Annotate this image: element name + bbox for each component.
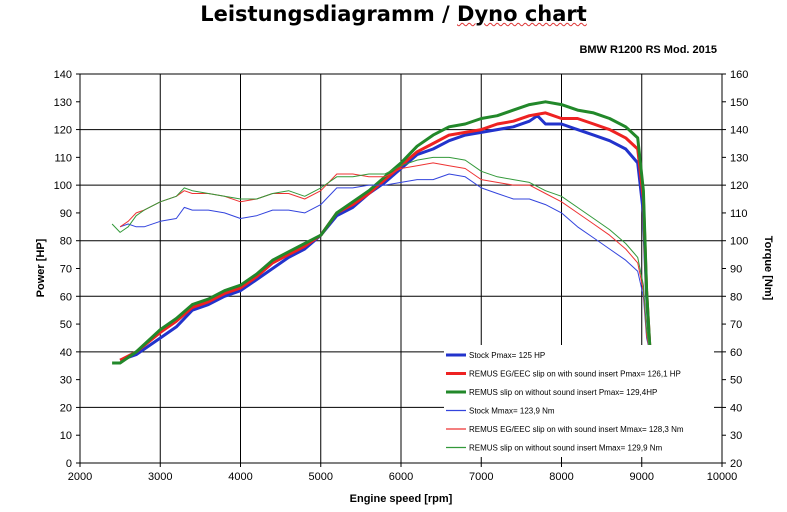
y-left-tick-label: 30 (60, 375, 72, 387)
y-right-tick-label: 140 (730, 125, 748, 137)
y-left-tick-label: 80 (60, 236, 72, 248)
y-axis-left-label: Power [HP] (35, 238, 47, 297)
y-right-tick-label: 60 (730, 347, 742, 359)
x-tick-label: 5000 (309, 471, 333, 483)
y-right-tick-label: 100 (730, 236, 748, 248)
y-right-tick-label: 80 (730, 291, 742, 303)
series-line (119, 162, 651, 352)
title-text: Leistungsdiagramm / (200, 2, 458, 26)
y-left-tick-label: 120 (54, 125, 72, 137)
y-left-tick-label: 100 (54, 180, 72, 192)
y-left-tick-label: 140 (54, 69, 72, 81)
x-tick-label: 3000 (148, 471, 172, 483)
series-line (119, 111, 652, 362)
series-line (111, 156, 651, 352)
y-left-tick-label: 130 (54, 97, 72, 109)
series-line (119, 114, 652, 362)
y-left-tick-label: 40 (60, 347, 72, 359)
y-right-tick-label: 20 (730, 458, 742, 470)
legend-label: REMUS EG/EEC slip on with sound insert P… (469, 370, 681, 379)
y-left-tick-label: 10 (60, 430, 72, 442)
series-line (112, 100, 652, 365)
legend-label: REMUS slip on without sound insert Mmax=… (469, 444, 663, 453)
y-left-tick-label: 70 (60, 264, 72, 276)
legend-label: REMUS slip on without sound insert Pmax=… (469, 388, 657, 397)
axis-ticks: 2000 3000 4000 5000 6000 7000 8000 9000 10000 0 10… (54, 69, 749, 483)
y-right-tick-label: 120 (730, 180, 748, 192)
y-left-tick-label: 60 (60, 291, 72, 303)
series-layer (111, 100, 652, 365)
y-right-tick-label: 160 (730, 69, 748, 81)
x-tick-label: 8000 (549, 471, 573, 483)
x-axis-label: Engine speed [rpm] (350, 493, 453, 505)
x-tick-label: 6000 (389, 471, 413, 483)
legend-label: Stock Pmax= 125 HP (469, 351, 545, 360)
y-left-tick-label: 0 (66, 458, 72, 470)
x-tick-label: 7000 (469, 471, 493, 483)
legend-label: Stock Mmax= 123,9 Nm (469, 407, 555, 416)
y-right-tick-label: 70 (730, 319, 742, 331)
y-left-tick-label: 110 (54, 152, 72, 164)
page-title: Leistungsdiagramm / Dyno chart (0, 2, 787, 26)
y-right-tick-label: 50 (730, 375, 742, 387)
series-line (119, 173, 651, 353)
y-right-tick-label: 40 (730, 402, 742, 414)
x-tick-label: 2000 (68, 471, 92, 483)
y-right-tick-label: 90 (730, 264, 742, 276)
title-squiggle-text: Dyno chart (457, 2, 587, 26)
legend: Stock Pmax= 125 HP REMUS EG/EEC slip on w… (444, 345, 714, 457)
y-right-tick-label: 30 (730, 430, 742, 442)
legend-background (444, 345, 714, 457)
y-right-tick-label: 110 (730, 208, 748, 220)
x-tick-label: 10000 (707, 471, 738, 483)
x-tick-label: 4000 (228, 471, 252, 483)
y-left-tick-label: 50 (60, 319, 72, 331)
y-right-tick-label: 130 (730, 152, 748, 164)
y-axis-right-label: Torque [Nm] (762, 236, 774, 301)
chart-subtitle: BMW R1200 RS Mod. 2015 (579, 44, 717, 56)
x-tick-label: 9000 (630, 471, 654, 483)
y-right-tick-label: 150 (730, 97, 748, 109)
y-left-tick-label: 20 (60, 402, 72, 414)
y-left-tick-label: 90 (60, 208, 72, 220)
legend-label: REMUS EG/EEC slip on with sound insert M… (469, 425, 684, 434)
